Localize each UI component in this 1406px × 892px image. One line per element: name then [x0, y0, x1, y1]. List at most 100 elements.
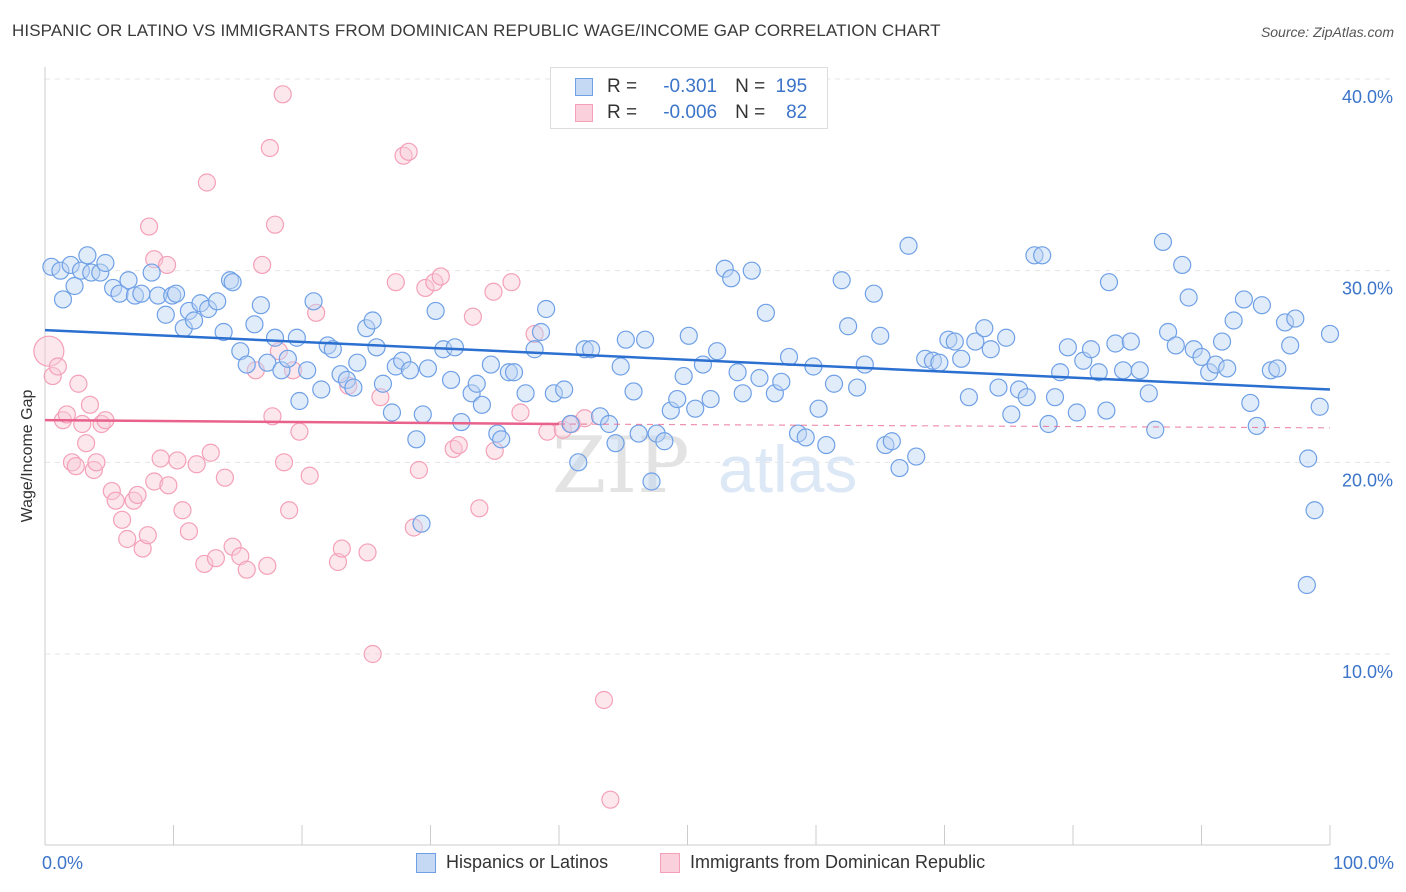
series-immigrants-dominican-points — [33, 85, 620, 809]
hispanics-point — [544, 384, 563, 403]
hispanics-point — [312, 380, 331, 399]
x-tick-label-max: 100.0% — [1332, 853, 1394, 873]
hispanics-point — [930, 353, 949, 372]
hispanics-point — [923, 351, 943, 370]
dominican-point — [87, 453, 106, 472]
hispanics-point — [642, 472, 661, 491]
hispanics-point — [809, 399, 828, 418]
y-tick-label: 10.0% — [1342, 662, 1393, 682]
hispanics-point — [624, 382, 643, 401]
hispanics-point — [848, 378, 867, 397]
hispanics-point — [733, 384, 752, 403]
hispanics-point — [1099, 273, 1119, 292]
dominican-point — [431, 267, 450, 286]
y-tick-label: 20.0% — [1342, 470, 1393, 490]
hispanics-point — [1139, 384, 1158, 403]
dominican-point — [525, 324, 544, 344]
hispanics-point — [882, 432, 901, 451]
hispanics-point — [1261, 361, 1280, 380]
hispanics-point — [251, 296, 270, 315]
hispanics-point — [504, 363, 524, 382]
hispanics-point — [516, 384, 535, 403]
hispanics-point — [1252, 296, 1271, 315]
hispanics-point — [839, 317, 858, 336]
hispanics-trend-line — [44, 328, 1331, 391]
dominican-point — [594, 690, 614, 710]
hispanics-point — [418, 359, 438, 378]
hispanics-point — [278, 349, 297, 368]
hispanics-point — [1173, 255, 1192, 275]
dominican-point — [463, 307, 483, 326]
dominican-point — [601, 790, 620, 809]
hispanics-point — [258, 353, 277, 372]
hispanics-point — [142, 263, 161, 282]
hispanics-point — [214, 322, 233, 342]
hispanics-point — [166, 284, 186, 303]
dominican-point — [253, 255, 272, 275]
hispanics-point — [606, 434, 625, 453]
dominican-point — [258, 556, 277, 575]
hispanics-point — [1192, 347, 1211, 367]
hispanics-point — [467, 374, 486, 393]
correlation-legend: R = -0.301 N = 195 R = -0.006 N = 82 — [550, 67, 828, 129]
dominican-point — [48, 357, 67, 376]
dominican-point — [215, 468, 234, 487]
legend-r-value: -0.301 — [663, 76, 718, 97]
dominican-point — [502, 273, 521, 292]
hispanics-point — [1009, 380, 1029, 399]
hispanics-point — [265, 328, 285, 347]
dominican-point — [363, 644, 382, 664]
hispanics-point — [939, 330, 958, 349]
dominican-point — [77, 434, 96, 453]
hispanics-point — [1320, 324, 1340, 344]
hispanics-point — [728, 363, 747, 382]
dominican-point — [179, 522, 199, 541]
hispanics-point — [237, 355, 256, 374]
hispanics-point — [245, 315, 264, 334]
bottom-legend-label-hispanics: Hispanics or Latinos — [446, 852, 609, 872]
legend-r-label: R = — [607, 76, 638, 97]
legend-swatch-dominican — [575, 104, 593, 122]
hispanics-point — [1025, 246, 1044, 265]
hispanics-point — [1067, 403, 1086, 422]
hispanics-point — [1206, 355, 1225, 374]
dominican-point — [112, 510, 132, 529]
hispanics-point — [1045, 388, 1065, 407]
hispanics-point — [1002, 405, 1021, 424]
hispanics-point — [208, 292, 227, 311]
dominican-trend-line — [44, 418, 560, 426]
watermark-atlas: atlas — [718, 432, 857, 506]
hispanics-point — [426, 301, 445, 321]
hispanics-point — [373, 374, 393, 393]
hispanics-point — [952, 349, 971, 368]
hispanics-point — [824, 374, 844, 393]
legend-row-dominican: R = -0.006 N = 82 — [575, 101, 807, 125]
hispanics-point — [832, 271, 851, 290]
hispanics-point — [125, 286, 145, 305]
bottom-legend-label-dominican: Immigrants from Dominican Republic — [690, 852, 986, 872]
y-axis-label: Wage/Income Gap — [19, 389, 36, 523]
hispanics-point — [184, 311, 204, 330]
dominican-point — [273, 85, 292, 104]
hispanics-point — [1241, 393, 1260, 413]
hispanics-point — [382, 403, 402, 422]
hispanics-point — [1146, 420, 1165, 439]
hispanics-point — [220, 271, 240, 290]
dominican-point — [106, 491, 125, 510]
dominican-point — [80, 395, 100, 414]
dominican-point — [145, 472, 164, 491]
hispanics-point — [413, 405, 432, 424]
hispanics-point — [42, 257, 61, 276]
hispanics-point — [616, 330, 635, 349]
hispanics-point — [51, 261, 70, 280]
hispanics-point — [132, 284, 151, 303]
hispanics-point — [1179, 288, 1198, 307]
legend-n-label: N = — [735, 76, 766, 97]
hispanics-point — [1106, 334, 1125, 353]
hispanics-point — [1297, 575, 1316, 595]
hispanics-point — [750, 368, 769, 388]
hispanics-point — [959, 388, 979, 407]
dominican-point — [290, 422, 309, 441]
hispanics-point — [779, 347, 799, 367]
hispanics-point — [1121, 332, 1140, 351]
